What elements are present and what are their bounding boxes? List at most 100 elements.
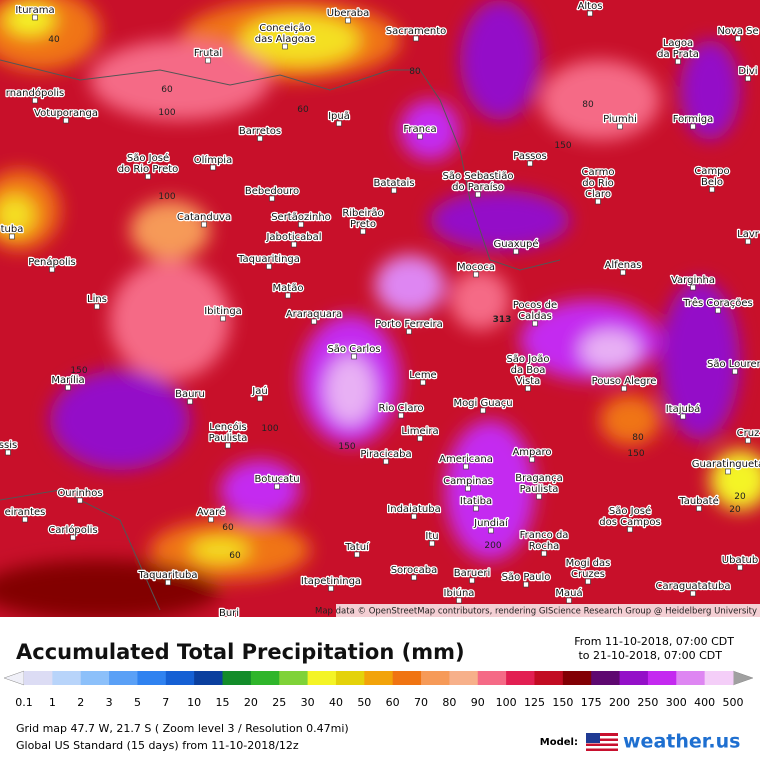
city-marker [32, 97, 38, 104]
city-label: Olímpia [194, 154, 232, 166]
legend-swatch [335, 671, 365, 685]
city-label: Penápolis [28, 256, 76, 268]
brand: weather.us [623, 731, 740, 753]
city-label: Sorocaba [391, 565, 438, 576]
city-label: Avaré [197, 506, 225, 518]
city-marker [398, 412, 404, 419]
city-marker [469, 577, 475, 584]
city-label: das Alagoas [255, 34, 315, 45]
city-marker [745, 437, 751, 444]
city-marker [145, 173, 151, 180]
city-label: Caraguatatuba [656, 581, 731, 592]
city-marker [627, 526, 633, 533]
contour-label: 20 [734, 492, 746, 502]
city-marker [690, 123, 696, 130]
legend-over [732, 670, 754, 686]
city-marker [165, 579, 171, 586]
city-marker [227, 618, 232, 623]
city-marker [282, 43, 288, 50]
city-marker [274, 483, 280, 490]
legend-label: 60 [386, 696, 400, 709]
city-marker [456, 597, 462, 604]
city-label: Uberaba [327, 8, 370, 19]
legend-label: 20 [244, 696, 258, 709]
legend-swatch [647, 671, 677, 685]
contour-label: 150 [554, 141, 571, 151]
city-marker [285, 292, 291, 299]
city-marker [63, 117, 69, 124]
city-label: Itapetininga [301, 576, 361, 587]
city-label: Preto [350, 219, 376, 230]
legend-swatch [421, 671, 450, 685]
city-marker [187, 398, 193, 405]
city-marker [488, 527, 494, 534]
grid-info: Grid map 47.7 W, 21.7 S ( Zoom level 3 /… [16, 722, 349, 735]
contour-label: 60 [161, 85, 173, 95]
legend-label: 125 [524, 696, 545, 709]
city-marker [336, 120, 342, 127]
city-label: Rocha [529, 541, 560, 552]
legend-label: 10 [187, 696, 201, 709]
city-marker [77, 497, 83, 504]
city-label: Itatiba [460, 496, 492, 507]
city-label: Piracicaba [360, 449, 411, 460]
city-marker [354, 551, 360, 558]
legend-swatch [477, 671, 507, 685]
city-marker [345, 17, 351, 24]
city-label: Franco da [520, 530, 569, 541]
legend-label: 25 [272, 696, 286, 709]
legend-label: 80 [442, 696, 456, 709]
legend-label: 7 [162, 696, 169, 709]
city-label: Paulista [209, 433, 248, 444]
city-label: Taquaritinga [237, 254, 300, 265]
city-marker [391, 187, 397, 194]
legend-label: 250 [637, 696, 658, 709]
attribution: Map data © OpenStreetMap contributors, r… [315, 607, 757, 617]
city-label: Leme [409, 370, 436, 381]
city-label: Cruzes [571, 569, 605, 580]
city-label: Indaiatuba [387, 504, 440, 515]
model-label: Model: [540, 737, 578, 748]
city-marker [257, 395, 263, 402]
city-label: Ibiúna [444, 587, 475, 599]
contour-label: 60 [297, 105, 309, 115]
city-label: São José [609, 505, 651, 517]
legend-swatch [562, 671, 592, 685]
city-marker [417, 435, 423, 442]
city-marker [529, 456, 535, 463]
city-label: Divi [738, 66, 757, 77]
city-marker [257, 135, 263, 142]
city-label: São Sebastião [443, 171, 514, 182]
city-label: Catanduva [177, 212, 231, 223]
city-label: Vista [516, 376, 541, 387]
city-marker [201, 221, 207, 228]
legend-label: 400 [694, 696, 715, 709]
contour-label: 80 [632, 433, 644, 443]
city-marker [735, 35, 741, 42]
city-label: Iturama [15, 5, 54, 16]
city-label: Buri [219, 608, 239, 619]
model-info: Global US Standard (15 days) from 11-10-… [16, 739, 299, 752]
city-marker [70, 534, 76, 541]
city-label: Franca [403, 124, 436, 135]
legend-swatch [449, 671, 479, 685]
city-label: Limeira [401, 426, 438, 437]
legend-label: 100 [496, 696, 517, 709]
city-marker [420, 379, 426, 386]
legend-swatch [222, 671, 252, 685]
city-label: Altos [578, 1, 603, 12]
flag [586, 733, 618, 751]
city-marker [587, 10, 593, 17]
city-marker [269, 195, 275, 202]
date-from: From 11-10-2018, 07:00 CDT [574, 635, 734, 648]
city-label: Lençóis [209, 421, 247, 433]
legend-swatch [137, 671, 167, 685]
legend: 0.1 1 2 3 5 7 10 15 20 25 30 40 50 60 70 80 90 100 125 150 1… [3, 670, 754, 709]
legend-swatch [194, 671, 224, 685]
city-marker [536, 493, 542, 500]
contour-label: 150 [70, 366, 87, 376]
city-label: Campinas [443, 476, 493, 487]
legend-swatch [591, 671, 621, 685]
